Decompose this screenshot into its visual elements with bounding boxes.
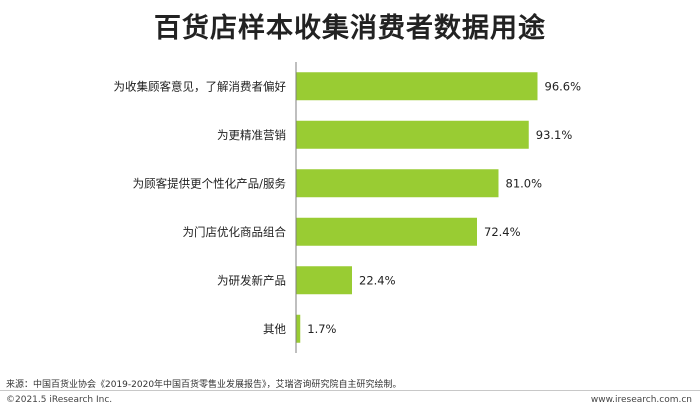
category-label-4: 为门店优化商品组合: [183, 225, 287, 239]
category-label-5: 为研发新产品: [217, 273, 286, 287]
value-label-2: 93.1%: [536, 128, 573, 142]
source-note: 来源：中国百货业协会《2019-2020年中国百货零售业发展报告》，艾瑞咨询研究…: [6, 380, 402, 390]
category-label-2: 为更精准营销: [217, 128, 286, 142]
copyright-text: ©2021.5 iResearch Inc.: [6, 395, 113, 405]
bar-4: [296, 217, 477, 246]
bar-2: [296, 120, 529, 149]
bar-5: [296, 266, 352, 295]
bar-1: [296, 72, 538, 101]
footer-divider: [0, 390, 700, 391]
value-label-4: 72.4%: [484, 225, 521, 239]
value-label-5: 22.4%: [359, 273, 396, 287]
value-label-6: 1.7%: [307, 322, 336, 336]
website-text: www.iresearch.com.cn: [590, 395, 692, 405]
bar-6: [296, 314, 301, 343]
bar-3: [296, 169, 499, 198]
category-label-3: 为顾客提供更个性化产品/服务: [133, 176, 287, 190]
category-label-1: 为收集顾客意见，了解消费者偏好: [114, 79, 287, 93]
value-label-3: 81.0%: [506, 176, 543, 190]
value-label-1: 96.6%: [545, 79, 582, 93]
category-label-6: 其他: [263, 322, 286, 336]
chart-title: 百货店样本收集消费者数据用途: [154, 13, 546, 44]
